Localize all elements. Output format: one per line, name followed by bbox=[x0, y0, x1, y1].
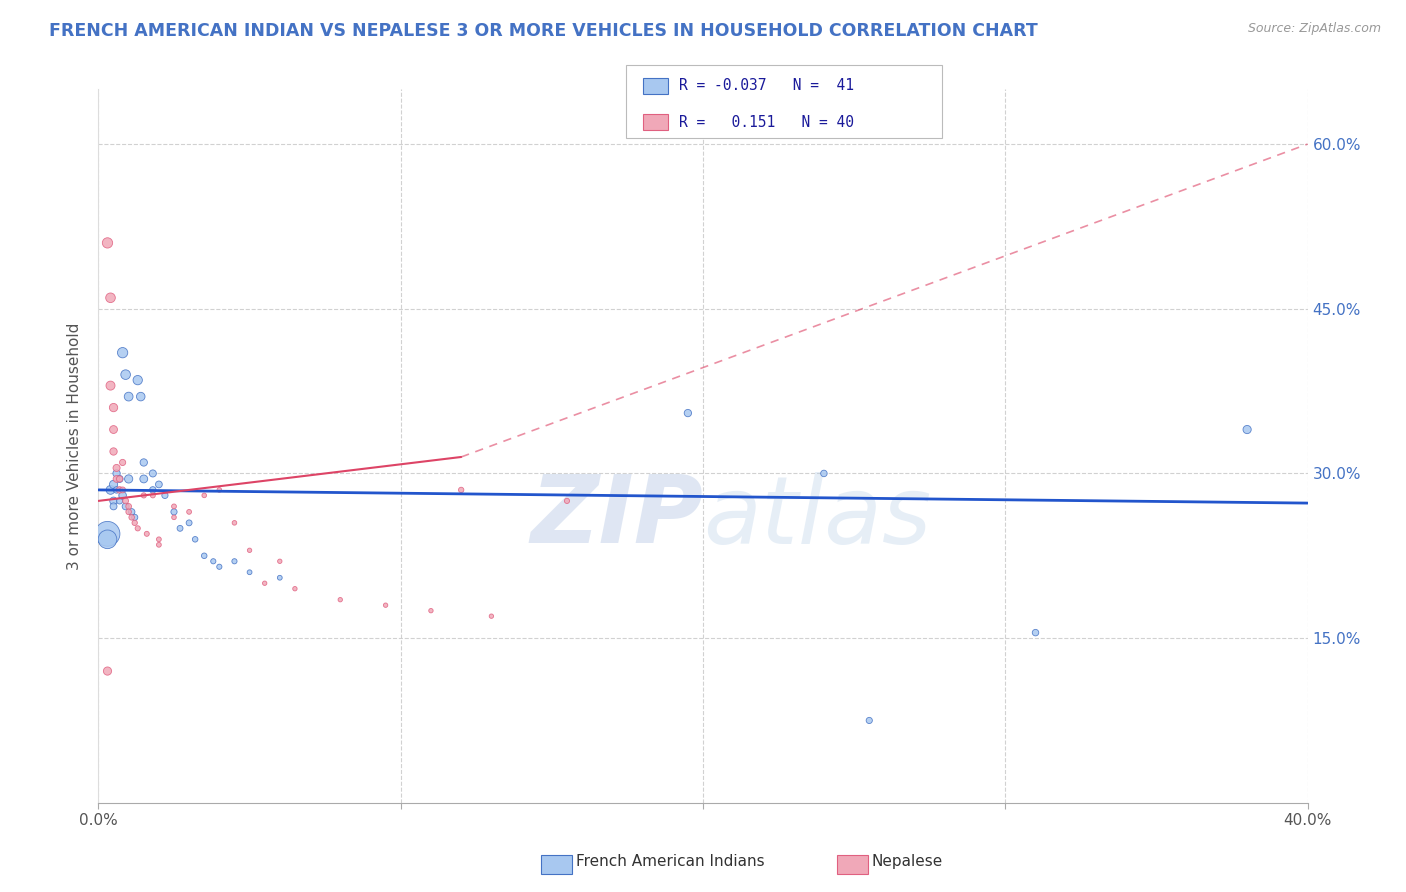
Point bbox=[118, 472, 141, 486]
Point bbox=[114, 494, 136, 508]
Point bbox=[114, 500, 136, 514]
Point bbox=[129, 390, 152, 404]
Text: French American Indians: French American Indians bbox=[576, 855, 765, 869]
Point bbox=[108, 494, 131, 508]
Point bbox=[127, 521, 149, 535]
Point bbox=[224, 516, 246, 530]
Point bbox=[676, 406, 699, 420]
Text: ZIP: ZIP bbox=[530, 471, 703, 564]
Point bbox=[555, 494, 578, 508]
Point bbox=[163, 505, 186, 519]
Point bbox=[103, 500, 125, 514]
Text: R =   0.151   N = 40: R = 0.151 N = 40 bbox=[679, 115, 853, 129]
Point bbox=[124, 516, 146, 530]
Point bbox=[142, 483, 165, 497]
Point bbox=[239, 566, 262, 580]
Point bbox=[208, 483, 231, 497]
Point bbox=[103, 494, 125, 508]
Point bbox=[105, 472, 128, 486]
Point bbox=[153, 488, 176, 502]
Point bbox=[450, 483, 472, 497]
Point bbox=[202, 554, 225, 568]
Point bbox=[329, 592, 352, 607]
Point bbox=[103, 477, 125, 491]
Point bbox=[169, 521, 191, 535]
Point bbox=[374, 598, 396, 612]
Point bbox=[148, 538, 170, 552]
Point bbox=[103, 444, 125, 458]
Point bbox=[111, 488, 134, 502]
Y-axis label: 3 or more Vehicles in Household: 3 or more Vehicles in Household bbox=[67, 322, 83, 570]
Point bbox=[100, 378, 122, 392]
Point bbox=[208, 559, 231, 574]
Point bbox=[269, 554, 291, 568]
Point bbox=[127, 373, 149, 387]
Point bbox=[96, 664, 118, 678]
Point bbox=[239, 543, 262, 558]
Point bbox=[96, 235, 118, 250]
Point bbox=[108, 472, 131, 486]
Point bbox=[142, 467, 165, 481]
Point bbox=[105, 461, 128, 475]
Point bbox=[481, 609, 503, 624]
Point bbox=[100, 483, 122, 497]
Point bbox=[148, 533, 170, 547]
Point bbox=[179, 505, 201, 519]
Point bbox=[1024, 625, 1046, 640]
Point bbox=[224, 554, 246, 568]
Point bbox=[118, 500, 141, 514]
Point bbox=[108, 472, 131, 486]
Point bbox=[111, 455, 134, 469]
Point bbox=[111, 483, 134, 497]
Point bbox=[420, 604, 443, 618]
Point bbox=[193, 488, 215, 502]
Point bbox=[1236, 423, 1258, 437]
Point bbox=[118, 505, 141, 519]
Point bbox=[132, 455, 155, 469]
Point bbox=[114, 368, 136, 382]
Point bbox=[121, 505, 143, 519]
Point bbox=[813, 467, 835, 481]
Point bbox=[193, 549, 215, 563]
Point bbox=[148, 477, 170, 491]
Point bbox=[105, 467, 128, 481]
Point bbox=[184, 533, 207, 547]
Point bbox=[163, 500, 186, 514]
Text: Nepalese: Nepalese bbox=[872, 855, 943, 869]
Point bbox=[100, 291, 122, 305]
Point bbox=[111, 345, 134, 359]
Text: FRENCH AMERICAN INDIAN VS NEPALESE 3 OR MORE VEHICLES IN HOUSEHOLD CORRELATION C: FRENCH AMERICAN INDIAN VS NEPALESE 3 OR … bbox=[49, 22, 1038, 40]
Point bbox=[253, 576, 276, 591]
Point bbox=[121, 510, 143, 524]
Point bbox=[163, 510, 186, 524]
Point bbox=[142, 488, 165, 502]
Point bbox=[132, 488, 155, 502]
Point bbox=[118, 390, 141, 404]
Point bbox=[108, 483, 131, 497]
Point bbox=[135, 526, 157, 541]
Point bbox=[105, 483, 128, 497]
Point bbox=[132, 472, 155, 486]
Text: atlas: atlas bbox=[703, 472, 931, 563]
Text: R = -0.037   N =  41: R = -0.037 N = 41 bbox=[679, 78, 853, 93]
Point bbox=[96, 533, 118, 547]
Point bbox=[103, 401, 125, 415]
Point bbox=[179, 516, 201, 530]
Point bbox=[124, 510, 146, 524]
Point bbox=[284, 582, 307, 596]
Text: Source: ZipAtlas.com: Source: ZipAtlas.com bbox=[1247, 22, 1381, 36]
Point bbox=[858, 714, 880, 728]
Point bbox=[269, 571, 291, 585]
Point bbox=[103, 423, 125, 437]
Point bbox=[96, 526, 118, 541]
